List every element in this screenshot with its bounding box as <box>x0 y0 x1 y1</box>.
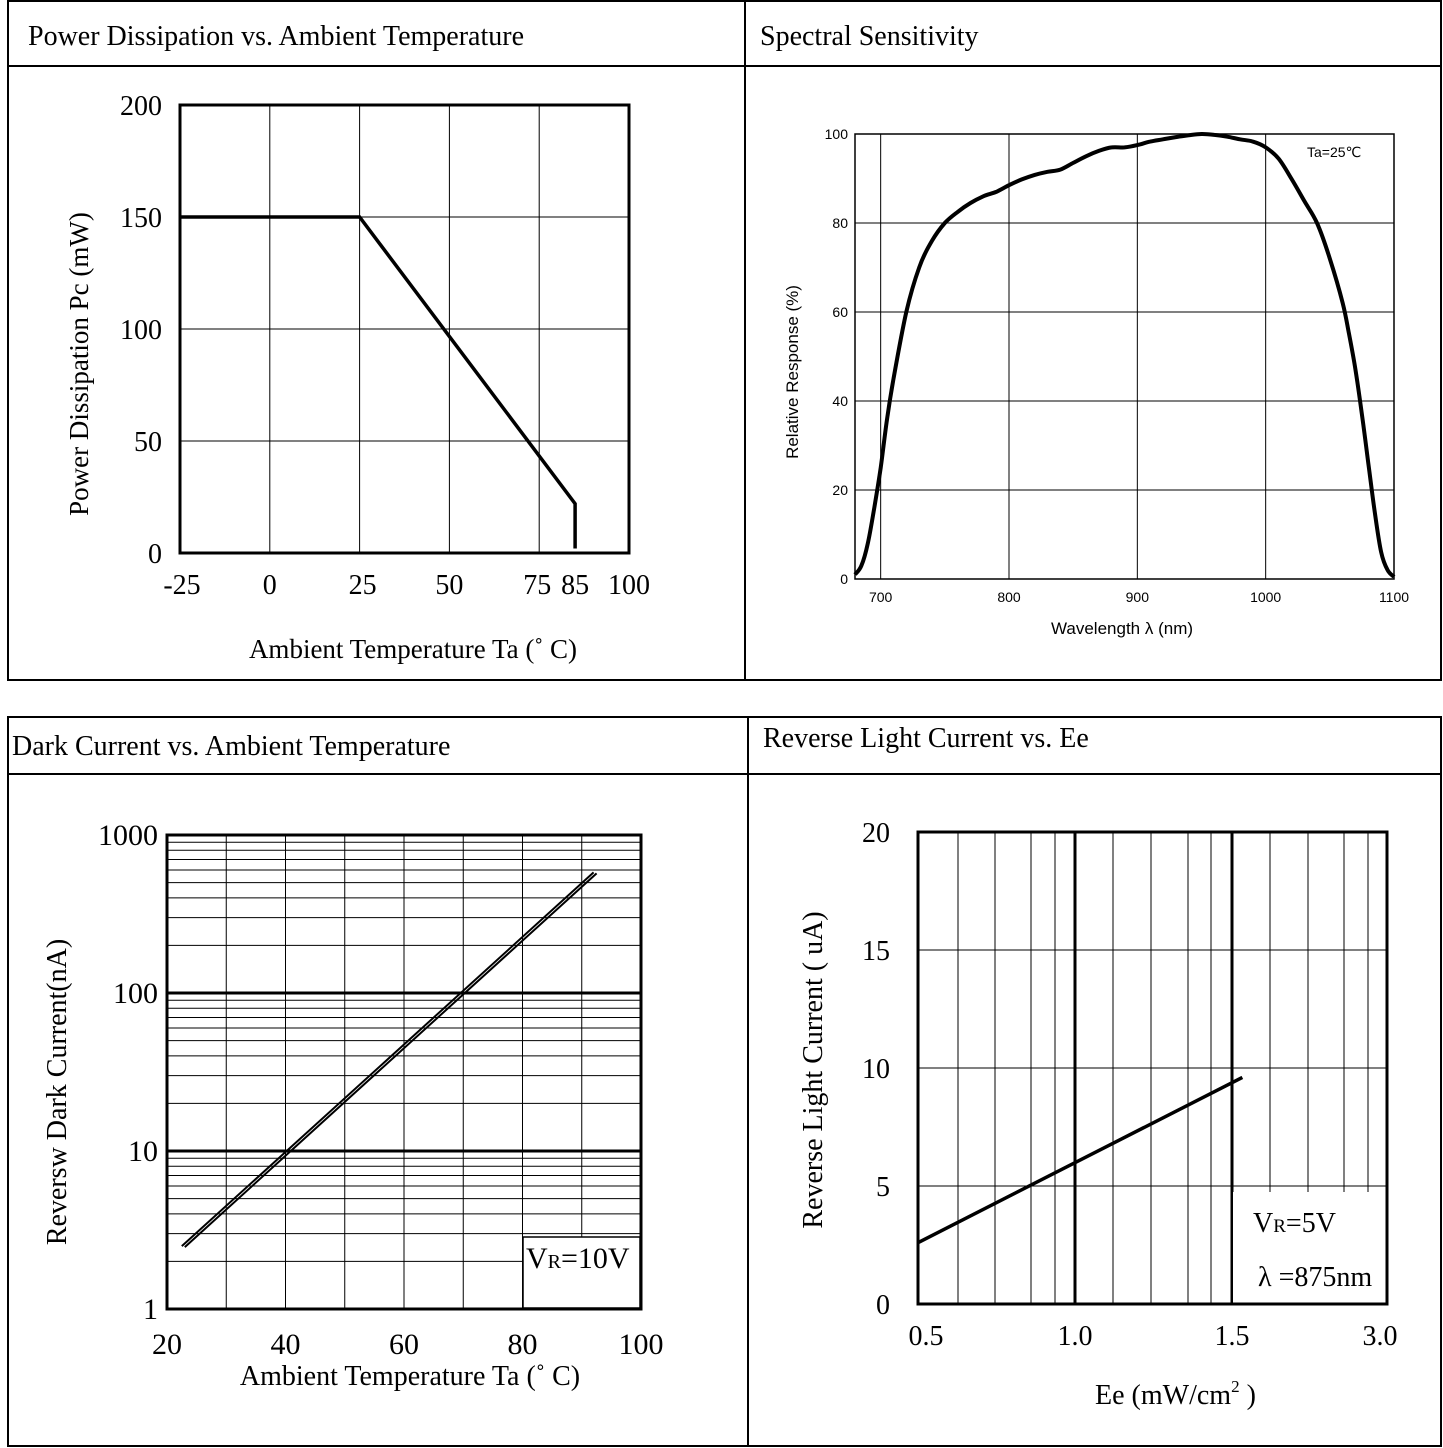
y-tick-label: 5 <box>876 1172 890 1203</box>
x-tick-label: 3.0 <box>1363 1321 1398 1352</box>
dark-current-series-line <box>181 871 595 1247</box>
x-axis-label: Ambient Temperature Ta (˚ C) <box>249 634 577 664</box>
x-tick-label: 0 <box>263 570 277 601</box>
plot-frame <box>916 830 1389 1306</box>
y-tick-label: 1000 <box>98 819 158 852</box>
x-tick-label: 1.5 <box>1215 1321 1250 1352</box>
annotation-wavelength: λ =875nm <box>1258 1262 1372 1293</box>
x-tick-label: 900 <box>1126 589 1150 605</box>
x-axis-label: Ambient Temperature Ta (˚ C) <box>240 1361 580 1392</box>
y-tick-label: 40 <box>832 393 848 409</box>
y-tick-label: 80 <box>832 215 848 231</box>
annotation-temperature: Ta=25℃ <box>1307 144 1361 160</box>
x-tick-label: 1.0 <box>1058 1321 1093 1352</box>
y-tick-label: 150 <box>120 203 162 234</box>
annotation-box <box>522 1236 641 1309</box>
x-tick-label: 80 <box>508 1328 538 1361</box>
plot-frame <box>854 133 1395 580</box>
y-tick-label: 1 <box>143 1293 158 1326</box>
annotation-box <box>1233 1192 1387 1304</box>
y-tick-label: 20 <box>862 818 890 849</box>
x-tick-label: 25 <box>349 570 377 601</box>
x-tick-label: 100 <box>608 570 650 601</box>
y-tick-label: 100 <box>120 315 162 346</box>
x-tick-label: 85 <box>561 570 589 601</box>
x-tick-label: 50 <box>435 570 463 601</box>
x-tick-label: 20 <box>152 1328 182 1361</box>
x-axis-label: Ee (mW/cm2 ) <box>1095 1377 1256 1411</box>
dark-current-series-line-shadow <box>184 872 598 1248</box>
y-tick-label: 100 <box>825 126 849 142</box>
chart-dark-current: 20 40 60 80 100 1 10 100 1000 VR=10V Ambient Tem… <box>42 819 664 1392</box>
x-tick-label: 75 <box>523 570 551 601</box>
x-tick-label: 40 <box>271 1328 301 1361</box>
x-tick-label: -25 <box>163 570 200 601</box>
chart-spectral-sensitivity: 700 800 900 1000 1100 0 20 40 60 80 100 Ta=25℃ Wav… <box>783 126 1409 638</box>
panel-title-power-dissipation: Power Dissipation vs. Ambient Temperatur… <box>28 21 524 52</box>
y-tick-label: 0 <box>876 1290 890 1321</box>
y-tick-label: 15 <box>862 936 890 967</box>
y-tick-label: 50 <box>134 427 162 458</box>
x-tick-label: 700 <box>869 589 893 605</box>
y-axis-label: Reverse Light Current ( uA) <box>798 911 829 1228</box>
plot-frame <box>165 833 643 1311</box>
panel-title-dark-current: Dark Current vs. Ambient Temperature <box>12 731 450 762</box>
panel-title-reverse-light-current: Reverse Light Current vs. Ee <box>763 723 1089 754</box>
chart-reverse-light-current: 0.5 1.0 1.5 3.0 0 5 10 15 20 VR=5V λ =875nm Ee (… <box>798 818 1398 1411</box>
y-tick-label: 10 <box>128 1135 158 1168</box>
x-tick-label: 0.5 <box>909 1321 944 1352</box>
plot-frame <box>178 103 631 555</box>
y-tick-label: 20 <box>832 482 848 498</box>
x-axis-label: Wavelength λ (nm) <box>1051 619 1193 638</box>
y-tick-label: 60 <box>832 304 848 320</box>
y-axis-label: Power Dissipation Pc (mW) <box>64 212 94 516</box>
x-tick-label: 1000 <box>1250 589 1281 605</box>
x-tick-label: 1100 <box>1379 589 1409 605</box>
power-dissipation-series-line <box>180 215 577 549</box>
y-tick-label: 0 <box>840 571 848 587</box>
y-tick-label: 100 <box>113 977 158 1010</box>
annotation-reverse-voltage: VR=5V <box>1253 1208 1336 1239</box>
x-tick-label: 100 <box>619 1328 664 1361</box>
light-current-series-line <box>917 1075 1244 1245</box>
x-tick-label: 800 <box>997 589 1021 605</box>
y-tick-label: 200 <box>120 91 162 122</box>
y-axis-label: Reversw Dark Current(nA) <box>42 939 73 1245</box>
annotation-reverse-voltage: VR=10V <box>526 1242 630 1275</box>
table-top-frame <box>7 0 1442 681</box>
table-bottom-frame <box>7 716 1442 1447</box>
y-tick-label: 10 <box>862 1054 890 1085</box>
x-tick-label: 60 <box>389 1328 419 1361</box>
y-tick-label: 0 <box>148 539 162 570</box>
y-axis-label: Relative Response (%) <box>783 285 802 459</box>
spectral-response-series-line <box>853 131 1396 579</box>
panel-title-spectral-sensitivity: Spectral Sensitivity <box>760 21 979 52</box>
